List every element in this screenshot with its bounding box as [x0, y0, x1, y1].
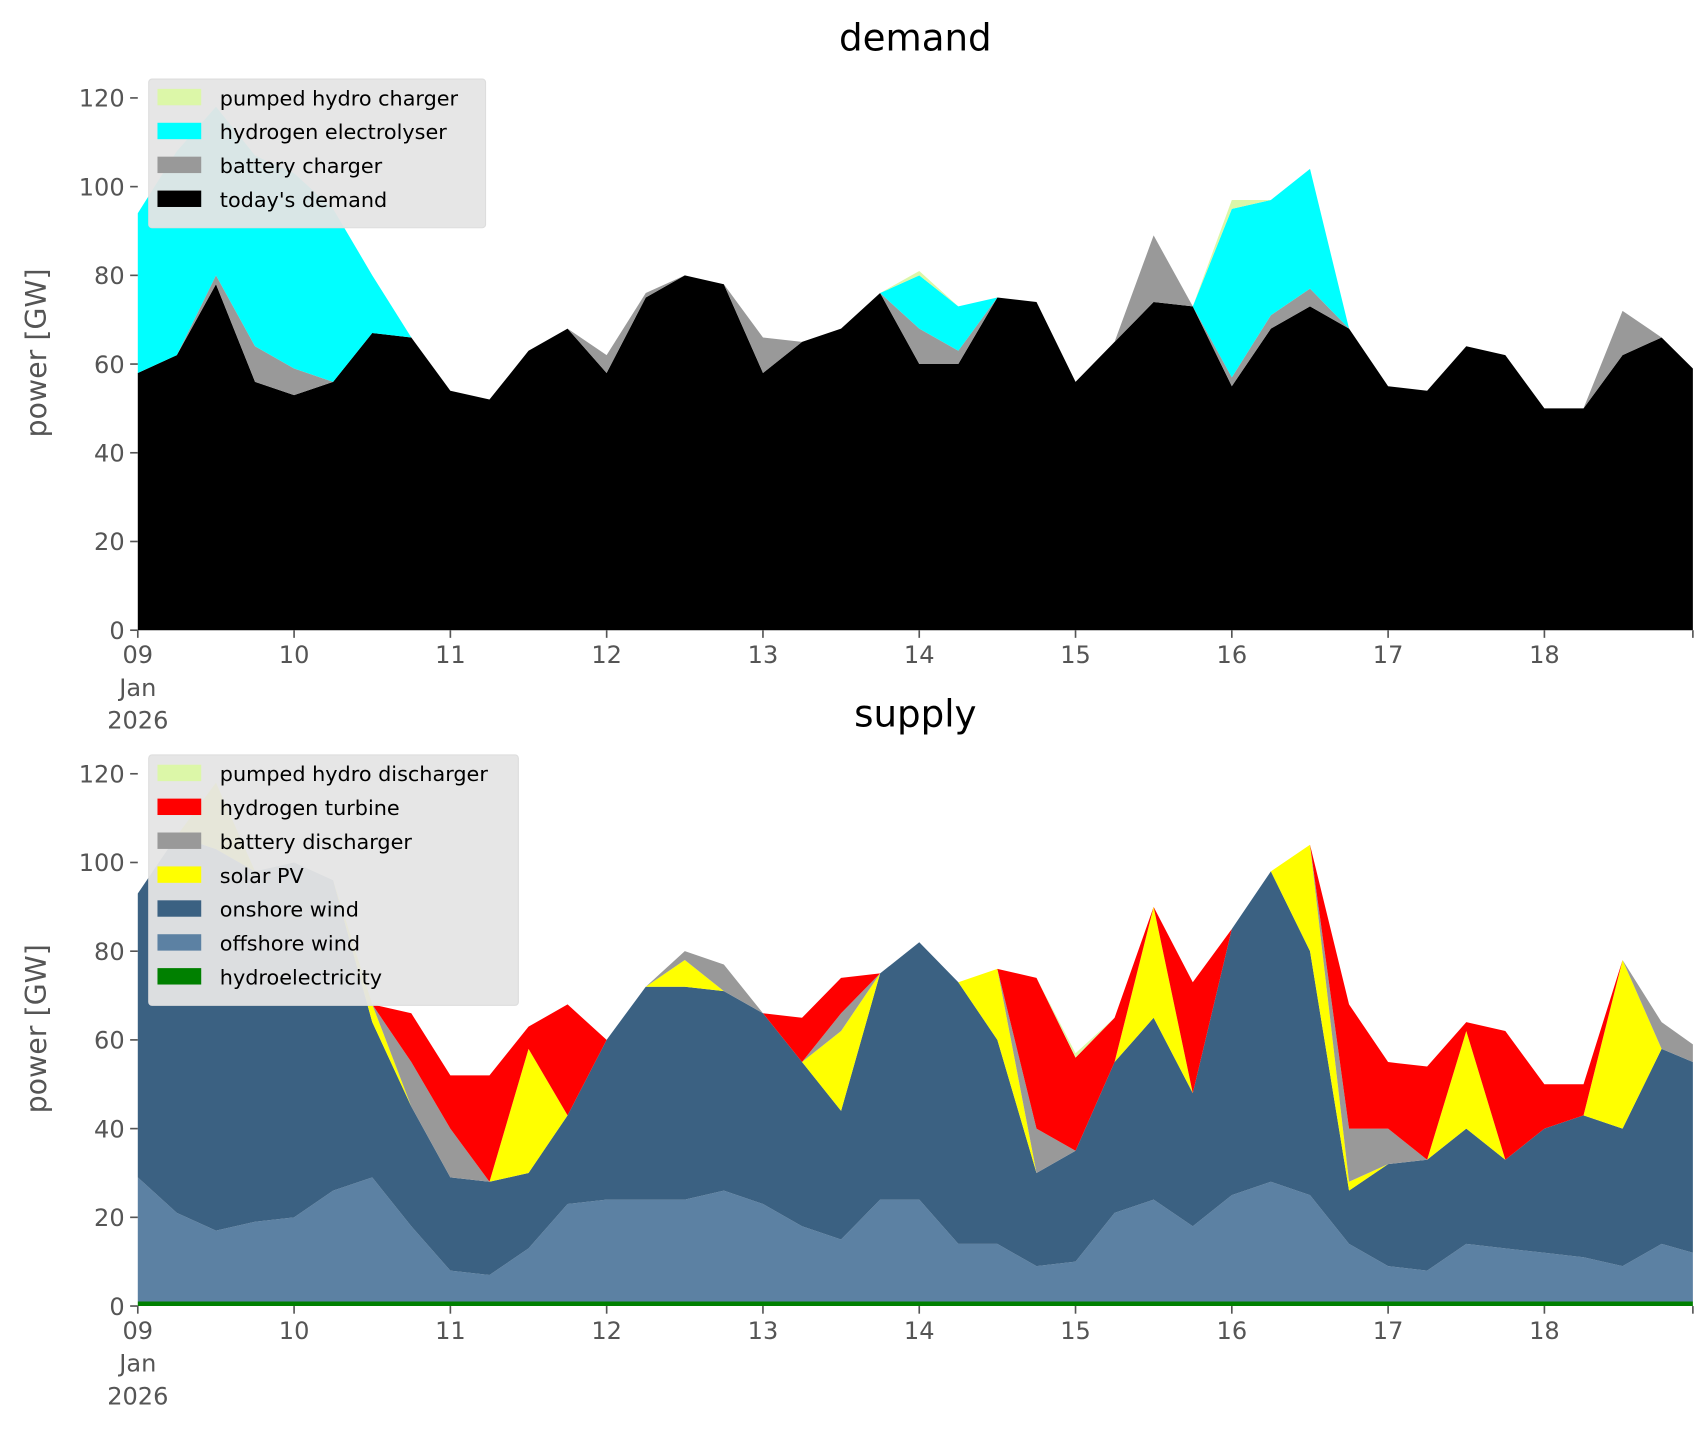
legend-swatch [157, 88, 202, 106]
legend-label: onshore wind [220, 898, 359, 922]
y-tick-label: 0 [109, 1293, 124, 1321]
legend-label: offshore wind [220, 932, 360, 956]
legend-label: battery charger [220, 154, 383, 178]
y-tick-label: 120 [79, 761, 125, 789]
x-tick-label: 15 [1060, 1317, 1091, 1345]
y-tick-label: 0 [109, 617, 124, 645]
legend-swatch [157, 934, 202, 951]
area [137, 106, 1693, 409]
legend-swatch [157, 900, 202, 917]
x-tick-label: 11 [435, 641, 466, 669]
x-tick-label: 13 [748, 641, 779, 669]
x-tick-label-line: 2026 [107, 1382, 168, 1410]
x-tick-label: 16 [1217, 641, 1248, 669]
legend-swatch [157, 866, 202, 883]
y-tick-label: 80 [94, 938, 125, 966]
x-tick-label: 12 [591, 1317, 622, 1345]
x-tick-label-line: Jan [117, 674, 156, 702]
x-tick-label: 12 [591, 641, 622, 669]
y-tick-label: 60 [94, 1027, 125, 1055]
legend-swatch [157, 832, 202, 849]
panel: 0 20 40 60 80 100 120 09 Jan 2026 10 11 12 13 14 15 16 17… [20, 16, 1694, 735]
x-tick-label: 09 Jan 2026 [107, 1317, 168, 1411]
x-tick-label: 17 [1373, 641, 1404, 669]
x-tick-label: 18 [1529, 641, 1560, 669]
legend-swatch [157, 122, 202, 140]
x-tick-label: 10 [279, 641, 310, 669]
x-tick-label: 17 [1373, 1317, 1404, 1345]
x-tick-label: 18 [1529, 1317, 1560, 1345]
legend-label: today's demand [220, 188, 387, 212]
y-tick-label: 60 [94, 351, 125, 379]
chart-title: demand [839, 16, 992, 60]
x-tick-label: 15 [1060, 641, 1091, 669]
y-tick-label: 40 [94, 1115, 125, 1143]
area [137, 1177, 1693, 1302]
area [137, 275, 1693, 631]
y-axis-label: power [GW] [20, 268, 53, 437]
x-tick-label: 13 [748, 1317, 779, 1345]
legend-swatch [157, 764, 202, 782]
x-tick-label-line: 2026 [107, 707, 168, 735]
y-tick-label: 100 [79, 173, 125, 201]
legend-box [148, 78, 487, 229]
legend-label: pumped hydro charger [220, 86, 459, 110]
y-tick-label: 120 [79, 85, 125, 113]
x-tick-label-line: Jan [117, 1350, 156, 1378]
area [137, 1301, 1693, 1307]
x-tick-label: 14 [904, 1317, 935, 1345]
y-tick-label: 20 [94, 528, 125, 556]
legend-label: pumped hydro discharger [220, 762, 489, 786]
legend-label: hydrogen electrolyser [220, 120, 447, 144]
y-tick-label: 20 [94, 1204, 125, 1232]
legend-label: hydroelectricity [220, 966, 382, 990]
legend-label: battery discharger [220, 830, 413, 854]
y-tick-label: 40 [94, 440, 125, 468]
x-tick-label: 16 [1217, 1317, 1248, 1345]
y-tick-label: 80 [94, 262, 125, 290]
legend-label: solar PV [220, 864, 305, 888]
x-tick-label: 09 Jan 2026 [107, 641, 168, 735]
legend-swatch [157, 156, 202, 174]
area [137, 782, 1693, 1191]
chart-title: supply [854, 691, 976, 735]
y-axis-label: power [GW] [20, 944, 53, 1113]
y-tick-label: 100 [79, 849, 125, 877]
x-tick-label-line: 09 [122, 641, 153, 669]
legend-swatch [157, 968, 202, 985]
panel: 0 20 40 60 80 100 120 09 Jan 2026 10 11 12 13 14 15 16 17… [20, 691, 1694, 1411]
legend-box [148, 754, 519, 1006]
area [137, 235, 1693, 409]
x-tick-label-line: 09 [122, 1317, 153, 1345]
legend-label: hydrogen turbine [220, 796, 400, 820]
x-tick-label: 11 [435, 1317, 466, 1345]
area [137, 835, 1693, 1275]
legend-swatch [157, 798, 202, 816]
x-tick-label: 14 [904, 641, 935, 669]
legend-swatch [157, 190, 202, 207]
x-tick-label: 10 [279, 1317, 310, 1345]
